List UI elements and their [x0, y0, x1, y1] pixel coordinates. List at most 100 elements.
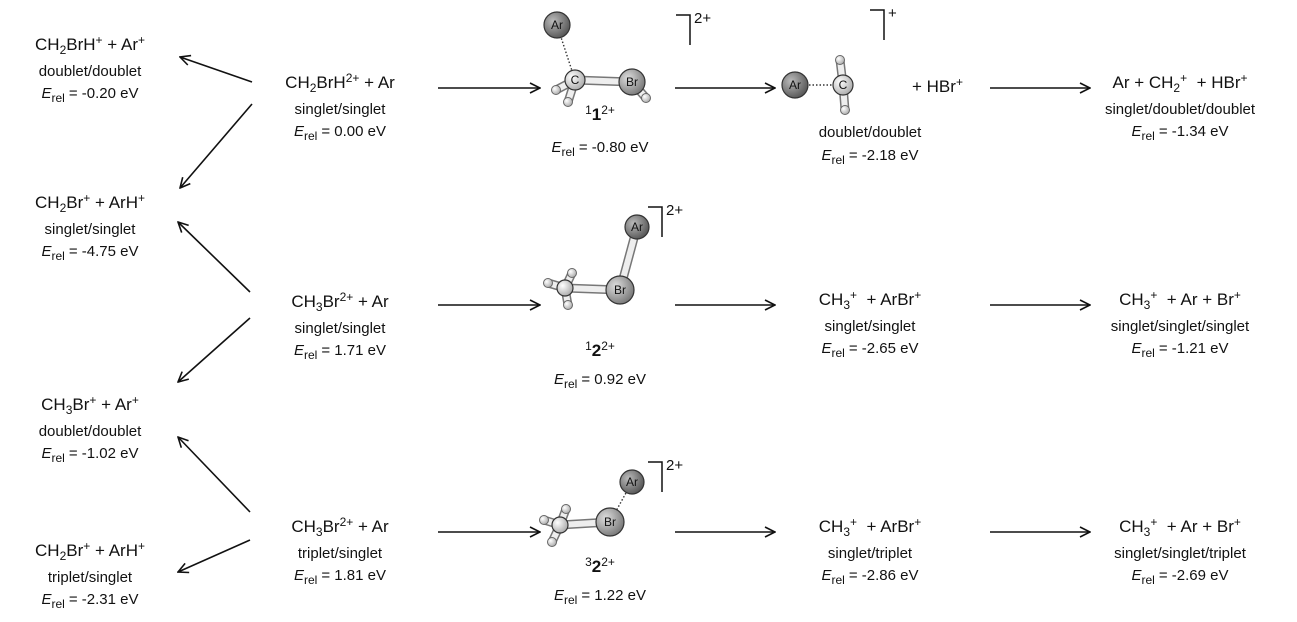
superscript: +	[132, 393, 139, 407]
superscript: +	[1234, 515, 1241, 529]
superscript: +	[96, 33, 103, 47]
text-run: CH	[285, 73, 310, 92]
text-run: + Ar	[359, 73, 395, 92]
charge-bracket	[676, 15, 690, 45]
energy-value: = -2.18 eV	[849, 147, 919, 164]
energy-subscript: rel	[564, 377, 577, 391]
arrow	[180, 104, 252, 188]
text-run: + ArH	[90, 193, 138, 212]
page: CH2BrH+ + Ar+doublet/doubletErel= -0.20 …	[0, 0, 1297, 622]
formula: CH3Br+ + Ar+	[41, 393, 139, 417]
text-run: CH	[35, 35, 60, 54]
hydrogen	[564, 301, 573, 310]
hydrogen	[562, 505, 571, 514]
text-run: 2	[592, 557, 601, 576]
energy: Erel= -2.31 eV	[42, 591, 139, 611]
superscript: +	[850, 515, 857, 529]
superscript: +	[914, 288, 921, 302]
atom-label: Br	[604, 515, 616, 529]
text-run: CH	[819, 517, 844, 536]
energy-subscript: rel	[52, 91, 65, 105]
text-run: + Ar	[353, 292, 389, 311]
text-run: Br	[323, 517, 340, 536]
energy: Erel= 1.81 eV	[294, 567, 386, 587]
hydrogen	[540, 516, 549, 525]
hydrogen	[841, 106, 850, 115]
charge-bracket	[648, 207, 662, 237]
superscript: +	[1234, 288, 1241, 302]
arrow	[180, 57, 252, 82]
energy-subscript: rel	[52, 597, 65, 611]
formula: CH2BrH+ + Ar+	[35, 33, 145, 57]
superscript: 2+	[346, 71, 360, 85]
energy: Erel= -1.21 eV	[1132, 340, 1229, 360]
text-run: + Ar + Br	[1157, 517, 1234, 536]
energy-subscript: rel	[304, 573, 317, 587]
arrow	[178, 540, 250, 572]
charge: 2+	[666, 457, 683, 474]
charge: 2+	[666, 202, 683, 219]
text-run: BrH	[66, 35, 95, 54]
state: singlet/singlet	[295, 320, 387, 337]
atom-label: Br	[614, 283, 626, 297]
superscript: +	[138, 191, 145, 205]
energy: Erel= -0.80 eV	[552, 139, 649, 159]
energy: Erel= 0.92 eV	[554, 371, 646, 391]
state: doublet/doublet	[819, 124, 922, 141]
energy-subscript: rel	[832, 153, 845, 167]
hydrogen	[552, 86, 561, 95]
energy-value: = -2.86 eV	[849, 567, 919, 584]
text-run: Br	[66, 193, 83, 212]
energy-value: = 0.92 eV	[581, 371, 646, 388]
formula: Ar + CH2+ + HBr+	[1112, 71, 1247, 95]
energy: Erel= 1.71 eV	[294, 342, 386, 362]
energy: Erel= 1.22 eV	[554, 587, 646, 607]
state: singlet/singlet	[45, 221, 137, 238]
energy-value: = -4.75 eV	[69, 243, 139, 260]
energy: Erel= -2.18 eV	[822, 147, 919, 167]
formula: 112+	[585, 103, 615, 124]
hydrogen	[642, 94, 651, 103]
energy-value: = 1.81 eV	[321, 567, 386, 584]
text-run: + Ar	[96, 395, 132, 414]
energy-subscript: rel	[1142, 129, 1155, 143]
superscript: +	[83, 539, 90, 553]
energy-subscript: rel	[832, 346, 845, 360]
energy-value: = -0.20 eV	[69, 85, 139, 102]
superscript: +	[1241, 71, 1248, 85]
text-run: + ArBr	[857, 290, 914, 309]
formula: CH2BrH2+ + Ar	[285, 71, 395, 95]
formula: 322+	[585, 555, 615, 576]
formula: CH3+ + ArBr+	[819, 515, 921, 539]
state: singlet/singlet/singlet	[1111, 318, 1250, 335]
energy-subscript: rel	[52, 249, 65, 263]
hydrogen	[568, 269, 577, 278]
charge-bracket	[648, 462, 662, 492]
text-run: Br	[323, 292, 340, 311]
superscript: 2+	[340, 290, 354, 304]
formula: CH3+ + ArBr+	[819, 288, 921, 312]
state: triplet/singlet	[48, 569, 133, 586]
energy-subscript: rel	[562, 145, 575, 159]
atom-label: Ar	[631, 220, 643, 234]
energy: Erel= -4.75 eV	[42, 243, 139, 263]
energy-value: = 0.00 eV	[321, 123, 386, 140]
energy: Erel= -1.34 eV	[1132, 123, 1229, 143]
superscript: +	[1150, 288, 1157, 302]
superscript: 2+	[601, 103, 615, 117]
energy: Erel= -2.86 eV	[822, 567, 919, 587]
energy-subscript: rel	[304, 348, 317, 362]
energy-value: = -2.31 eV	[69, 591, 139, 608]
charge: +	[888, 5, 897, 22]
formula: 122+	[585, 339, 615, 360]
state: singlet/singlet	[295, 101, 387, 118]
energy-subscript: rel	[304, 129, 317, 143]
text-run: CH	[819, 290, 844, 309]
hydrogen	[564, 98, 573, 107]
superscript: +	[914, 515, 921, 529]
text-run: + ArBr	[857, 517, 914, 536]
text-run: CH	[291, 292, 316, 311]
arrow	[178, 437, 250, 512]
text-run: + HBr	[1187, 73, 1241, 92]
text-run: + Ar	[103, 35, 139, 54]
